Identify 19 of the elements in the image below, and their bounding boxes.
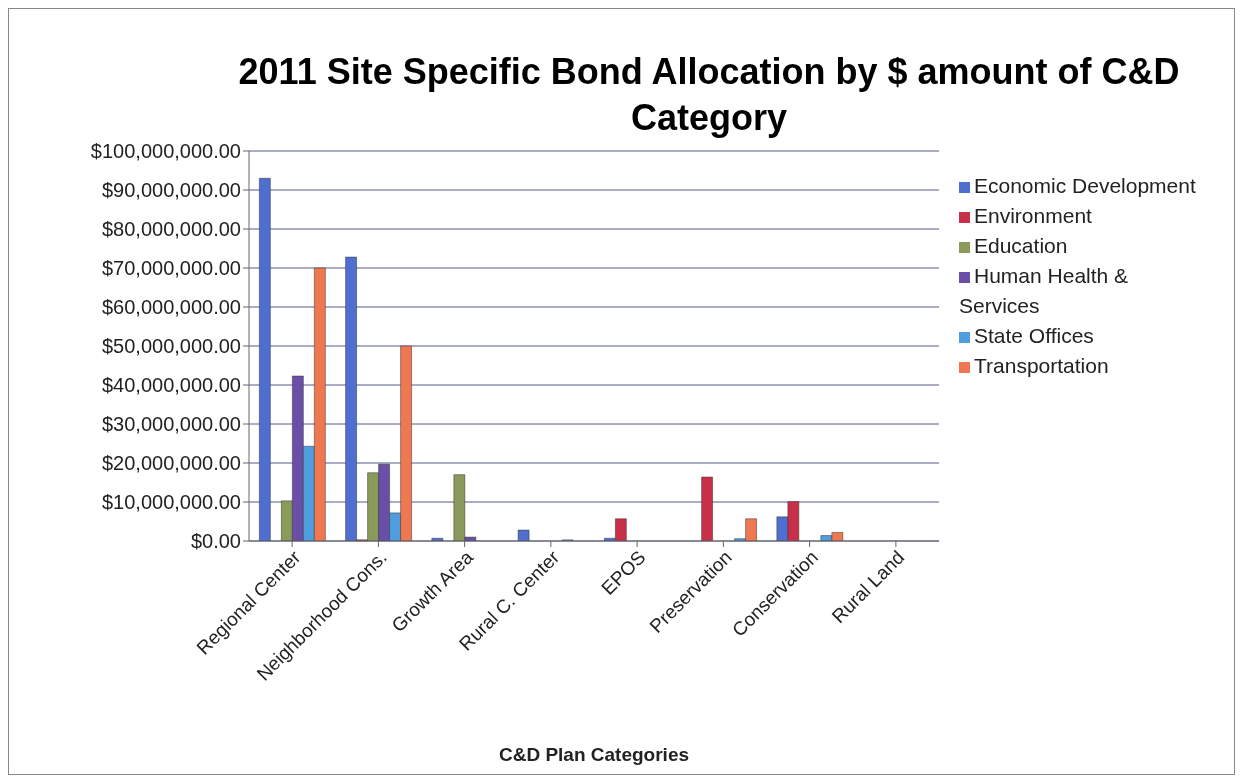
legend-label: Human Health & Services [959, 264, 1129, 317]
legend-label: Education [974, 234, 1068, 257]
y-tick-label: $50,000,000.00 [101, 335, 241, 358]
y-tick-label: $90,000,000.00 [101, 179, 241, 202]
legend-label: Transportation [974, 354, 1109, 377]
x-axis-title: C&D Plan Categories [498, 744, 690, 765]
y-tick-label: $10,000,000.00 [101, 491, 241, 514]
y-tick-label: $20,000,000.00 [101, 452, 241, 475]
legend-label: Economic Development [974, 174, 1196, 197]
legend-label: State Offices [974, 324, 1094, 347]
y-tick-label: $30,000,000.00 [101, 413, 241, 436]
y-tick-label: $0.00 [190, 530, 241, 553]
y-tick-label: $40,000,000.00 [101, 374, 241, 397]
y-tick-label: $60,000,000.00 [101, 296, 241, 319]
y-tick-label: $80,000,000.00 [101, 218, 241, 241]
legend-label: Environment [974, 204, 1092, 227]
chart-title: 2011 Site Specific Bond Allocation by $ amount of C&D Category [237, 50, 1181, 140]
y-tick-label: $70,000,000.00 [101, 257, 241, 280]
y-tick-label: $100,000,000.00 [90, 140, 241, 163]
